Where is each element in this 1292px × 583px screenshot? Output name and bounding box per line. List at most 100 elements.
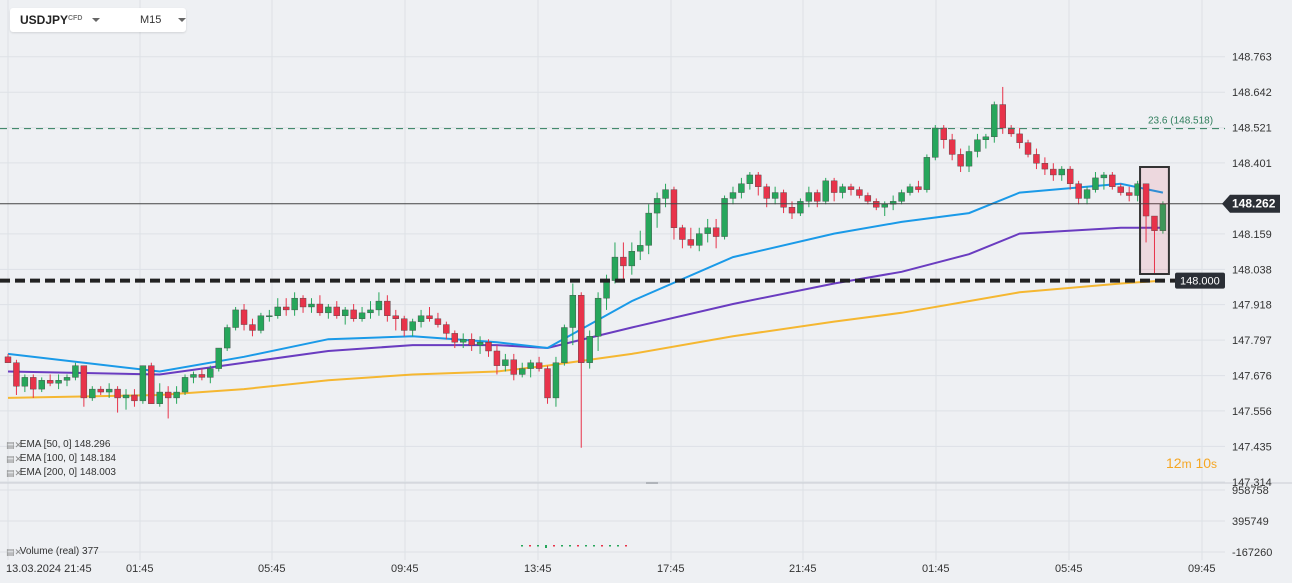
candle	[451, 330, 458, 349]
candle	[274, 298, 281, 319]
price-tick-label: 147.435	[1232, 441, 1272, 453]
settings-close-icon[interactable]: ▤✕	[6, 454, 23, 465]
candle	[485, 339, 492, 357]
time-axis: 13.03.2024 21:45 01:45 05:45 09:45 13:45 17:4…	[6, 563, 1216, 575]
highlight-box	[1139, 166, 1170, 275]
candle	[839, 183, 846, 199]
volume-bar	[521, 545, 523, 547]
candle	[957, 148, 964, 173]
candle	[1016, 128, 1023, 149]
candle	[830, 177, 838, 202]
candle	[620, 242, 627, 281]
price-tick-label: 147.797	[1232, 335, 1272, 347]
candle	[38, 377, 45, 393]
candle	[999, 86, 1006, 134]
candle	[502, 353, 509, 372]
candle	[755, 172, 762, 196]
candle	[679, 224, 686, 249]
candle	[1083, 186, 1091, 205]
candle	[164, 386, 172, 419]
candle	[308, 298, 315, 313]
candle	[544, 365, 551, 404]
candle	[822, 177, 829, 205]
candle	[173, 386, 180, 404]
volume-bar	[617, 545, 619, 547]
indicator-legend-ema200[interactable]: ▤✕ EMA [200, 0] 148.003	[6, 467, 116, 478]
time-tick-label: 21:45	[789, 563, 817, 575]
candle	[628, 242, 636, 275]
candle	[797, 198, 804, 217]
candle	[190, 371, 197, 384]
chevron-down-icon[interactable]	[92, 18, 100, 22]
candle	[569, 283, 577, 346]
candle	[1159, 201, 1167, 234]
candle	[367, 301, 374, 319]
candle	[991, 101, 998, 143]
candle	[156, 383, 163, 407]
price-tick-label: 147.918	[1232, 300, 1272, 312]
volume-legend[interactable]: ▤✕ Volume (real) 377	[6, 546, 99, 557]
candle	[46, 374, 54, 387]
candle	[1050, 163, 1057, 181]
settings-close-icon[interactable]: ▤✕	[6, 468, 23, 479]
candle	[940, 125, 947, 149]
candle	[316, 295, 324, 316]
candle	[257, 312, 265, 334]
candle	[780, 189, 787, 214]
candle	[527, 359, 534, 378]
candle	[771, 186, 779, 205]
candle	[333, 301, 340, 319]
candle	[982, 133, 990, 149]
candle	[375, 292, 383, 316]
candle	[1109, 172, 1116, 190]
volume-tick-label: 958758	[1232, 485, 1269, 497]
candle	[1092, 172, 1099, 193]
price-tick-label: 148.038	[1232, 264, 1272, 276]
price-tick-label: 147.676	[1232, 371, 1272, 383]
candle	[181, 374, 189, 395]
candle	[139, 365, 147, 404]
fib-level-label: 23.6 (148.518)	[1148, 116, 1213, 127]
symbol-selector[interactable]: USDJPY CFD M15	[10, 8, 186, 32]
candle-countdown: 12m 10s	[1166, 455, 1218, 471]
candle	[1041, 157, 1049, 175]
candle	[1058, 166, 1065, 181]
candle	[637, 230, 644, 261]
candle	[561, 324, 568, 366]
candle	[519, 362, 526, 378]
candle	[350, 304, 357, 322]
candle	[873, 198, 880, 211]
settings-close-icon[interactable]: ▤✕	[6, 440, 23, 451]
candle	[223, 324, 231, 351]
candle	[417, 309, 425, 328]
candle	[114, 386, 121, 413]
candle	[97, 386, 104, 395]
candle	[1125, 186, 1133, 202]
candle	[645, 204, 652, 255]
candle	[948, 133, 956, 161]
settings-close-icon[interactable]: ▤✕	[6, 547, 23, 558]
candle	[13, 359, 20, 395]
ema200-line	[7, 279, 1163, 399]
candle	[72, 362, 79, 381]
indicator-legend-ema50[interactable]: ▤✕ EMA [50, 0] 148.296	[6, 439, 110, 450]
candle	[105, 383, 113, 398]
timeframe-selector[interactable]: M15	[140, 14, 162, 26]
volume-bar	[585, 545, 587, 547]
candle	[712, 218, 720, 249]
candle	[510, 353, 517, 381]
volume-tick-label: 395749	[1232, 516, 1269, 528]
indicator-label: EMA [50, 0] 148.296	[19, 439, 111, 450]
candle	[746, 172, 754, 190]
candle	[721, 195, 728, 240]
indicator-legend-ema100[interactable]: ▤✕ EMA [100, 0] 148.184	[6, 453, 116, 464]
volume-label: Volume (real) 377	[19, 546, 99, 557]
chevron-down-icon[interactable]	[178, 18, 186, 22]
candle	[232, 306, 239, 331]
candle	[594, 292, 602, 351]
candle	[1151, 215, 1158, 275]
candle	[889, 195, 897, 211]
candle	[89, 386, 96, 401]
volume-bar	[529, 545, 531, 547]
